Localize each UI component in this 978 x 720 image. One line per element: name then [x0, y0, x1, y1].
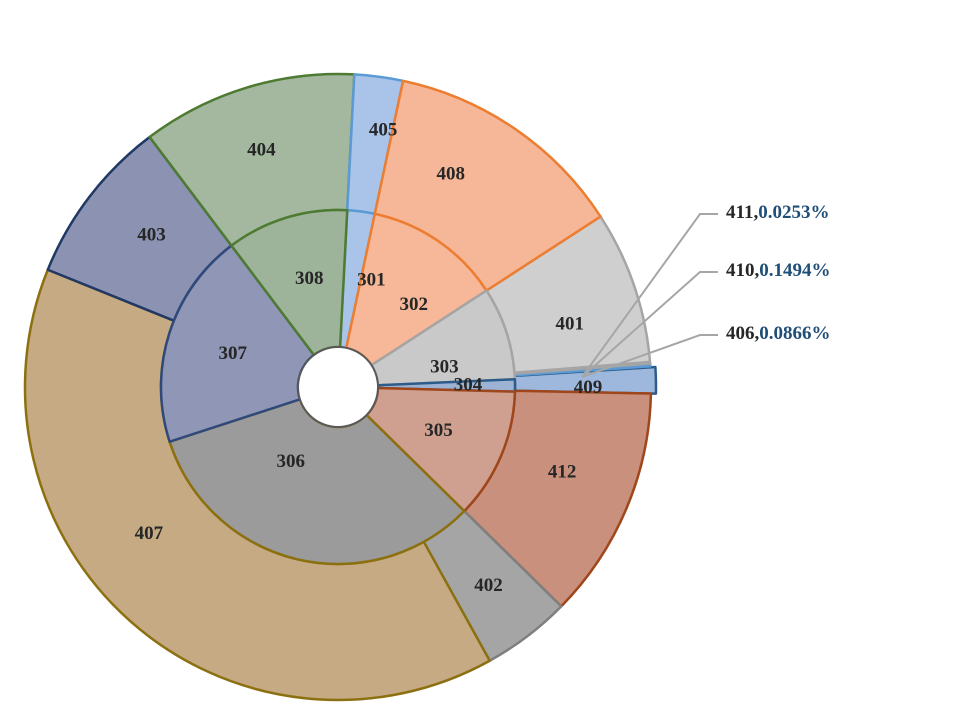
outer-label-405: 405 [369, 119, 398, 140]
outer-label-404: 404 [247, 139, 276, 160]
outer-ring [23, 72, 658, 702]
leader-lines [581, 213, 718, 378]
inner-label-304: 304 [454, 374, 483, 395]
leader-line-406 [581, 334, 718, 378]
outer-label-408: 408 [436, 163, 465, 184]
center-hole [297, 346, 379, 428]
leader-line-410 [581, 271, 718, 378]
outer-label-401: 401 [556, 313, 585, 334]
inner-label-301: 301 [357, 269, 386, 290]
outer-label-412: 412 [548, 461, 577, 482]
inner-label-308: 308 [295, 268, 324, 289]
callout-label-411: 411,0.0253% [726, 202, 829, 223]
leader-line-411 [581, 213, 718, 378]
outer-label-402: 402 [474, 575, 503, 596]
callout-label-410: 410,0.1494% [726, 260, 831, 281]
outer-label-409: 409 [574, 377, 603, 398]
inner-label-307: 307 [219, 343, 248, 364]
callout-label-406: 406,0.0866% [726, 323, 831, 344]
callout-labels: 411,0.0253% 410,0.1494% 406,0.0866% [726, 202, 831, 344]
outer-label-403: 403 [137, 224, 166, 245]
inner-label-302: 302 [399, 294, 428, 315]
inner-label-305: 305 [424, 420, 453, 441]
inner-label-306: 306 [277, 451, 306, 472]
outer-label-407: 407 [135, 523, 164, 544]
inner-label-303: 303 [430, 357, 459, 378]
